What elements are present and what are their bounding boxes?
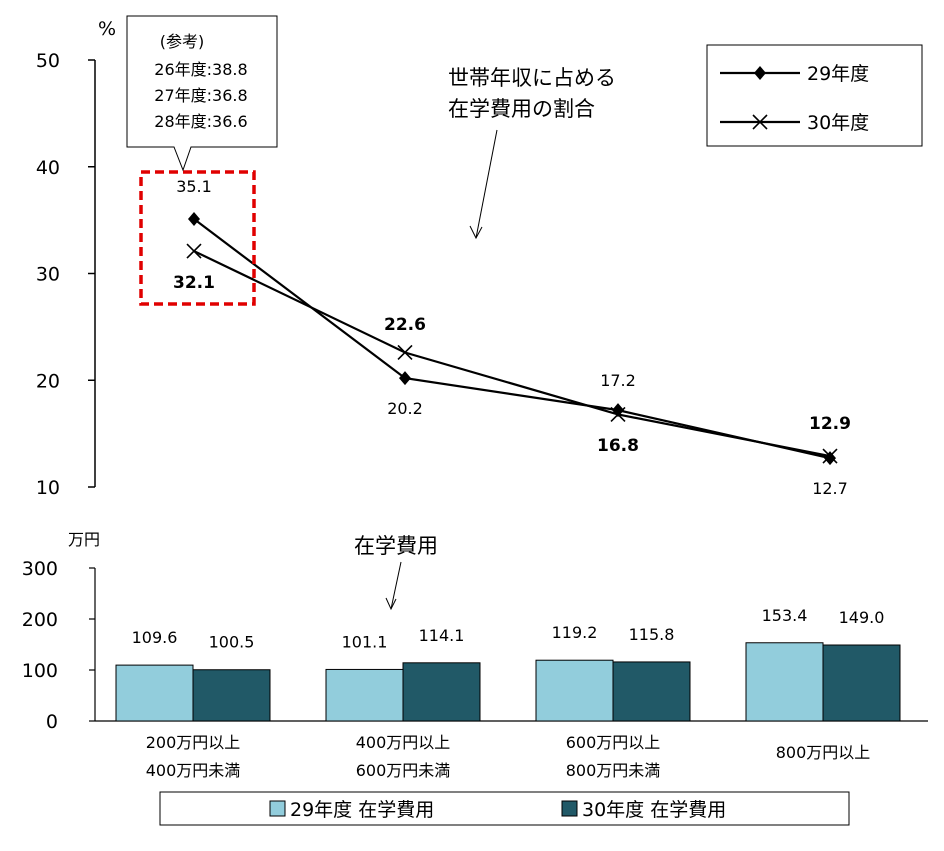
callout-line: (参考): [160, 32, 205, 51]
data-label-30: 16.8: [597, 436, 639, 456]
category-label: 200万円以上: [146, 733, 241, 752]
bar-30: [612, 661, 691, 722]
y-tick-label: 50: [36, 50, 60, 72]
x-marker: [610, 406, 626, 422]
callout-line: 28年度:36.6: [154, 112, 247, 131]
y-tick-label: 100: [22, 660, 58, 682]
bar-annotation-arrow: [390, 561, 402, 610]
legend-x-marker: [752, 114, 768, 130]
data-label-29: 12.7: [812, 479, 848, 498]
bar-annotation: 在学費用: [354, 534, 438, 558]
y-tick-label: 40: [36, 157, 60, 179]
bar-value-label: 100.5: [209, 633, 255, 652]
annotation-arrow: [475, 129, 498, 239]
data-label-29: 20.2: [387, 399, 423, 418]
bar-value-label: 119.2: [552, 623, 598, 642]
legend-diamond-marker: [754, 66, 766, 80]
bar-annotation-arrowhead: [385, 597, 397, 611]
callout-box: [126, 15, 278, 172]
y-tick-label: 10: [36, 477, 60, 499]
bar-29: [115, 664, 194, 722]
diamond-marker: [824, 451, 836, 466]
data-label-29: 17.2: [600, 371, 636, 390]
y-tick-label: 20: [36, 370, 60, 392]
bar-value-label: 115.8: [629, 625, 675, 644]
bar-30: [822, 644, 901, 722]
legend-swatch-30: [561, 800, 578, 817]
series-line-1: [193, 218, 831, 460]
data-label-30: 22.6: [384, 315, 426, 335]
data-label-29: 35.1: [176, 177, 212, 196]
annotation-line: 世帯年収に占める: [448, 66, 616, 90]
bar-29: [325, 668, 404, 722]
line-legend-box: [706, 44, 923, 147]
callout-line: 27年度:36.8: [154, 86, 247, 105]
category-label: 800万円未満: [566, 761, 661, 780]
bar-legend-box: [159, 791, 850, 826]
legend-label-30: 30年度 在学費用: [582, 799, 726, 821]
data-label-30: 12.9: [809, 414, 851, 434]
category-label: 400万円未満: [146, 761, 241, 780]
highlight-box: [139, 170, 256, 306]
y-tick-label: 300: [22, 558, 58, 580]
legend-label-29: 29年度: [807, 63, 869, 85]
data-label-30: 32.1: [173, 273, 215, 293]
series-line-2: [193, 250, 831, 458]
x-marker: [186, 243, 202, 259]
bar-value-label: 101.1: [342, 632, 388, 651]
annotation-line: 在学費用の割合: [448, 97, 595, 121]
bar-value-label: 109.6: [132, 628, 178, 647]
y-tick-label: 30: [36, 264, 60, 286]
bar-30: [402, 662, 481, 722]
callout-line: 26年度:38.8: [154, 60, 247, 79]
diamond-marker: [399, 371, 411, 386]
legend-swatch-29: [269, 800, 286, 817]
x-marker: [822, 448, 838, 464]
annotation-arrowhead: [469, 225, 483, 240]
bar-value-label: 114.1: [419, 626, 465, 645]
category-label: 400万円以上: [356, 733, 451, 752]
category-label: 800万円以上: [776, 743, 871, 762]
y-tick-label: 200: [22, 609, 58, 631]
y-unit-label: %: [98, 18, 116, 40]
x-marker: [397, 344, 413, 361]
y-tick-label: 0: [46, 711, 58, 733]
bar-value-label: 153.4: [762, 606, 808, 625]
bar-29: [745, 642, 824, 722]
y-unit-label: 万円: [68, 530, 100, 549]
legend-label-29: 29年度 在学費用: [290, 799, 434, 821]
legend-label-30: 30年度: [807, 112, 869, 134]
category-label: 600万円未満: [356, 761, 451, 780]
diamond-marker: [188, 212, 200, 227]
bar-30: [192, 669, 271, 722]
category-label: 600万円以上: [566, 733, 661, 752]
bar-29: [535, 659, 614, 722]
bar-value-label: 149.0: [839, 608, 885, 627]
